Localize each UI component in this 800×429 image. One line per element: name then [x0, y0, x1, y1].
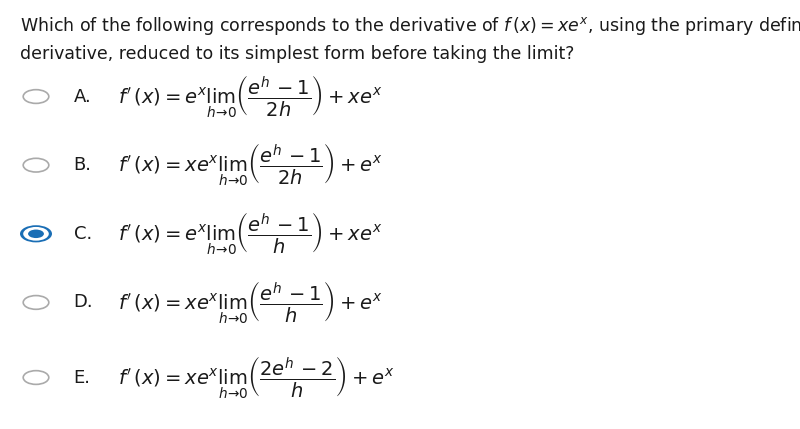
Text: D.: D. [74, 293, 94, 311]
Circle shape [23, 296, 49, 309]
Circle shape [23, 371, 49, 384]
Circle shape [23, 227, 49, 241]
Text: $f'\,(x) = xe^x \lim_{h\to 0}\left(\dfrac{e^h-1}{h}\right) + e^x$: $f'\,(x) = xe^x \lim_{h\to 0}\left(\dfra… [118, 279, 382, 326]
Text: $f'\,(x) = e^x \lim_{h\to 0}\left(\dfrac{e^h-1}{h}\right) + xe^x$: $f'\,(x) = e^x \lim_{h\to 0}\left(\dfrac… [118, 211, 382, 257]
Text: A.: A. [74, 88, 91, 106]
Circle shape [23, 158, 49, 172]
Text: derivative, reduced to its simplest form before taking the limit?: derivative, reduced to its simplest form… [20, 45, 574, 63]
Text: B.: B. [74, 156, 91, 174]
Text: Which of the following corresponds to the derivative of $f\,(x) = xe^x$, using t: Which of the following corresponds to th… [20, 15, 800, 37]
Circle shape [20, 225, 52, 242]
Circle shape [23, 90, 49, 103]
Text: E.: E. [74, 369, 90, 387]
Text: $f'\,(x) = xe^x \lim_{h\to 0}\left(\dfrac{2e^h-2}{h}\right) + e^x$: $f'\,(x) = xe^x \lim_{h\to 0}\left(\dfra… [118, 354, 395, 401]
Circle shape [28, 230, 44, 238]
Text: $f'\,(x) = e^x \lim_{h\to 0}\left(\dfrac{e^h-1}{2h}\right) + xe^x$: $f'\,(x) = e^x \lim_{h\to 0}\left(\dfrac… [118, 73, 382, 120]
Text: C.: C. [74, 225, 92, 243]
Text: $f'\,(x) = xe^x \lim_{h\to 0}\left(\dfrac{e^h-1}{2h}\right) + e^x$: $f'\,(x) = xe^x \lim_{h\to 0}\left(\dfra… [118, 142, 382, 188]
